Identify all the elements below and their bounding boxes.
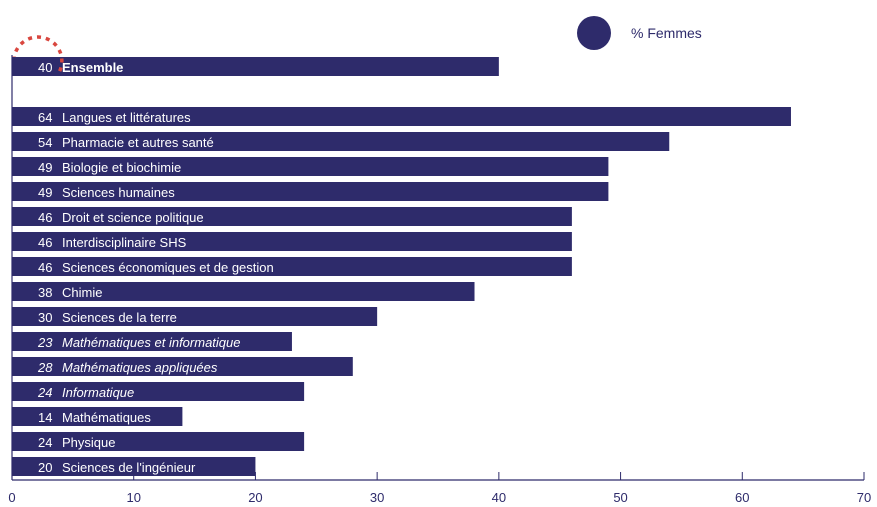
bar-13 — [12, 407, 183, 426]
bar-value-label-13: 14 — [38, 410, 52, 425]
x-tick-label-3: 30 — [370, 490, 384, 505]
bar-3 — [12, 157, 609, 176]
bar-value-label-8: 38 — [38, 285, 52, 300]
bar-11 — [12, 357, 353, 376]
bar-value-label-4: 49 — [38, 185, 52, 200]
bar-value-label-11: 28 — [37, 360, 53, 375]
bar-10 — [12, 332, 292, 351]
bar-6 — [12, 232, 572, 251]
x-tick-label-0: 0 — [8, 490, 15, 505]
bar-category-label-11: Mathématiques appliquées — [62, 360, 218, 375]
bar-category-label-14: Physique — [62, 435, 115, 450]
bar-8 — [12, 282, 475, 301]
x-tick-label-4: 40 — [492, 490, 506, 505]
bar-category-label-9: Sciences de la terre — [62, 310, 177, 325]
x-tick-label-7: 70 — [857, 490, 871, 505]
bar-9 — [12, 307, 378, 326]
bar-category-label-2: Pharmacie et autres santé — [62, 135, 214, 150]
bar-2 — [12, 132, 670, 151]
bar-value-label-7: 46 — [38, 260, 52, 275]
bar-category-label-12: Informatique — [62, 385, 134, 400]
bar-value-label-5: 46 — [38, 210, 52, 225]
bar-category-label-0: Ensemble — [62, 60, 123, 75]
highlight-arc — [12, 35, 64, 72]
bar-5 — [12, 207, 572, 226]
x-tick-label-2: 20 — [248, 490, 262, 505]
bar-value-label-6: 46 — [38, 235, 52, 250]
bar-0 — [12, 57, 499, 76]
bar-12 — [12, 382, 305, 401]
highlight-group — [12, 35, 64, 72]
bar-category-label-3: Biologie et biochimie — [62, 160, 181, 175]
bar-category-label-1: Langues et littératures — [62, 110, 191, 125]
x-tick-label-5: 50 — [613, 490, 627, 505]
bar-4 — [12, 182, 609, 201]
x-axis: 0 10 20 30 40 50 60 70 — [8, 55, 871, 505]
bar-value-label-10: 23 — [37, 335, 53, 350]
bar-value-label-0: 40 — [38, 60, 52, 75]
bar-15 — [12, 457, 256, 476]
bar-value-label-3: 49 — [38, 160, 52, 175]
legend: % Femmes — [577, 16, 702, 50]
x-tick-label-1: 10 — [126, 490, 140, 505]
bars-group: 40 Ensemble 64 Langues et littératures 54 Pha… — [12, 57, 791, 476]
bar-category-label-10: Mathématiques et informatique — [62, 335, 240, 350]
bar-value-label-15: 20 — [38, 460, 52, 475]
bar-category-label-13: Mathématiques — [62, 410, 151, 425]
bar-value-label-2: 54 — [38, 135, 52, 150]
legend-label-femmes: % Femmes — [631, 25, 702, 41]
legend-swatch-femmes — [577, 16, 611, 50]
bar-value-label-14: 24 — [38, 435, 52, 450]
bar-7 — [12, 257, 572, 276]
bar-value-label-1: 64 — [38, 110, 52, 125]
bar-category-label-6: Interdisciplinaire SHS — [62, 235, 187, 250]
bar-category-label-7: Sciences économiques et de gestion — [62, 260, 274, 275]
bar-category-label-4: Sciences humaines — [62, 185, 175, 200]
bar-category-label-5: Droit et science politique — [62, 210, 204, 225]
x-tick-label-6: 60 — [735, 490, 749, 505]
bar-14 — [12, 432, 305, 451]
bar-category-label-8: Chimie — [62, 285, 102, 300]
bar-value-label-12: 24 — [37, 385, 52, 400]
bar-category-label-15: Sciences de l'ingénieur — [62, 460, 196, 475]
bar-value-label-9: 30 — [38, 310, 52, 325]
bar-1 — [12, 107, 791, 126]
